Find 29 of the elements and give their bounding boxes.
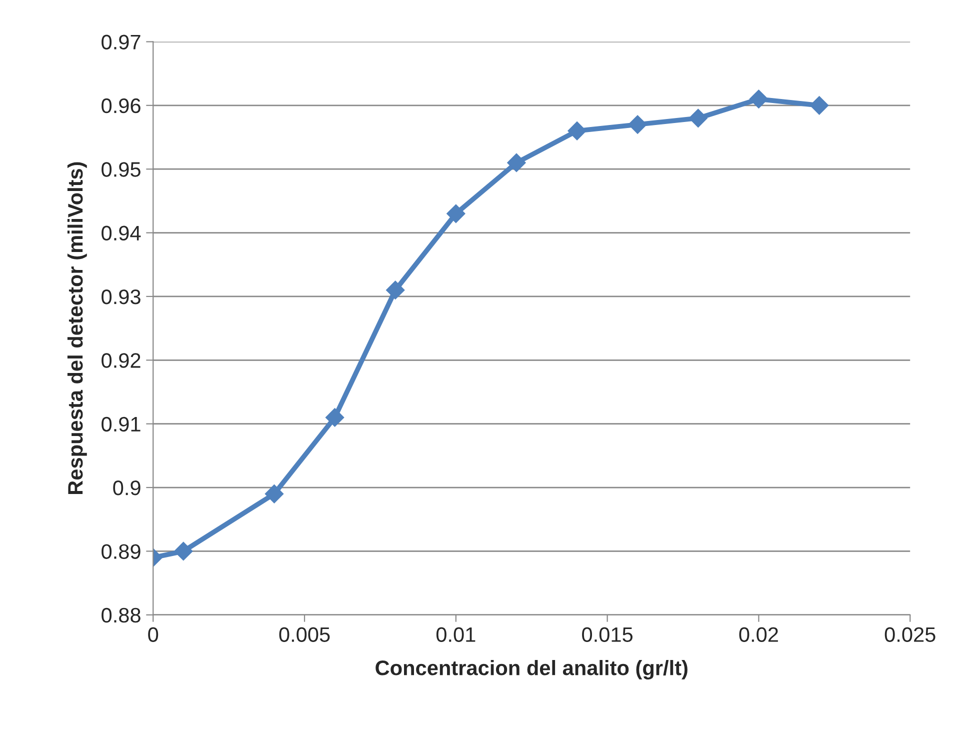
x-tick-label: 0.015	[582, 627, 633, 642]
y-tick-label: 0.96	[102, 98, 140, 114]
point	[749, 90, 768, 108]
y-tick-label: 0.92	[102, 353, 140, 368]
y-tick-label: 0.97	[102, 34, 140, 50]
point	[325, 408, 344, 427]
point	[264, 484, 284, 504]
point	[174, 542, 193, 561]
y-tick-label: 0.9	[113, 480, 140, 496]
y-tick-label: 0.93	[102, 289, 140, 304]
y-tick-label: 0.88	[102, 608, 140, 623]
x-tick-label: 0	[148, 627, 158, 642]
x-axis-title: Concentracion del analito (gr/lt)	[376, 660, 688, 680]
point	[386, 280, 405, 300]
y-tick-label: 0.91	[102, 416, 140, 432]
point	[568, 122, 586, 140]
point	[810, 96, 829, 115]
point	[507, 153, 526, 172]
x-tick-label: 0.01	[436, 627, 476, 642]
y-axis-title: Respuesta del detector (miliVolts)	[67, 162, 87, 494]
y-tick-label: 0.89	[102, 544, 140, 559]
point	[628, 115, 647, 134]
point	[446, 204, 466, 224]
y-tick-label: 0.94	[102, 226, 141, 241]
x-tick-label: 0.005	[279, 627, 330, 642]
x-tick-label: 0.025	[884, 627, 936, 642]
x-tick-label: 0.02	[739, 627, 778, 642]
y-tick-label: 0.95	[102, 162, 140, 177]
point	[688, 108, 708, 128]
